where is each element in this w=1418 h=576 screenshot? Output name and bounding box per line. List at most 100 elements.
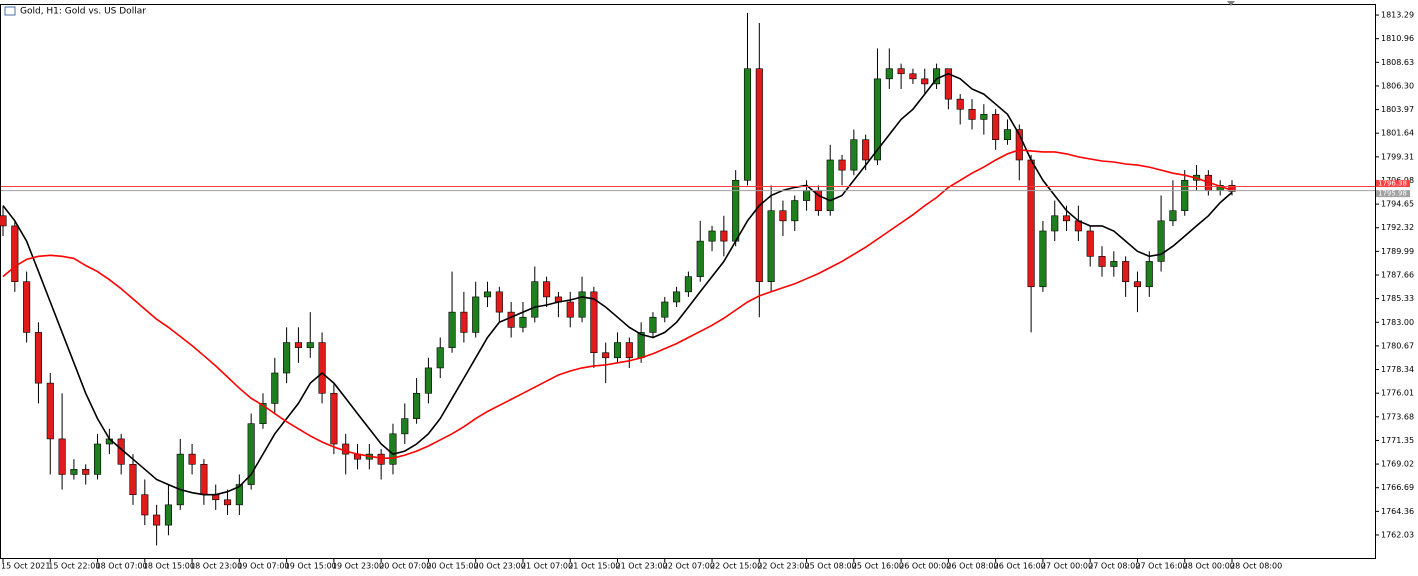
chart-icon bbox=[4, 6, 16, 16]
candle-body bbox=[129, 463, 137, 496]
candle-body bbox=[377, 453, 385, 465]
candle-body bbox=[531, 281, 539, 318]
candle-body bbox=[58, 438, 66, 475]
candle-body bbox=[1110, 261, 1118, 267]
price-tag-label: 1795.98 bbox=[1378, 190, 1407, 198]
candle-body bbox=[34, 332, 43, 384]
candle-body bbox=[188, 453, 196, 465]
candle-body bbox=[93, 443, 102, 475]
candle-body bbox=[673, 291, 681, 303]
candle-body bbox=[46, 382, 54, 440]
candle-body bbox=[424, 367, 432, 394]
candle-body bbox=[1228, 185, 1236, 192]
y-tick-label: 1794.65 bbox=[1381, 200, 1414, 209]
candle-body bbox=[82, 469, 90, 475]
candle-body bbox=[1181, 179, 1189, 212]
candle-body bbox=[696, 240, 704, 277]
candle-body bbox=[649, 316, 657, 333]
candle-body bbox=[483, 291, 492, 298]
x-tick-label: 22 Oct 23:00 bbox=[757, 562, 809, 571]
candle-body bbox=[223, 499, 232, 506]
candle-body bbox=[767, 210, 775, 283]
x-tick-label: 20 Oct 23:00 bbox=[474, 562, 526, 571]
x-tick-label: 27 Oct 08:00 bbox=[1088, 562, 1140, 571]
candle-body bbox=[1051, 215, 1059, 232]
y-tick-label: 1806.30 bbox=[1381, 81, 1414, 90]
candle-body bbox=[436, 347, 444, 369]
candle-body bbox=[1015, 129, 1023, 161]
x-tick-label: 25 Oct 08:00 bbox=[805, 562, 857, 571]
candle-body bbox=[933, 68, 941, 85]
candle-body bbox=[755, 68, 763, 283]
y-tick-label: 1766.69 bbox=[1381, 483, 1414, 492]
candle-body bbox=[602, 352, 610, 359]
candle-body bbox=[495, 291, 503, 313]
candle-body bbox=[956, 98, 964, 110]
candle-body bbox=[1122, 261, 1130, 283]
candle-body bbox=[1063, 215, 1071, 222]
candle-body bbox=[247, 423, 255, 485]
y-tick-label: 1808.63 bbox=[1381, 58, 1414, 67]
x-tick-label: 15 Oct 2021 bbox=[1, 562, 50, 571]
candle-body bbox=[803, 190, 811, 201]
y-tick-label: 1803.97 bbox=[1381, 105, 1414, 114]
x-tick-label: 20 Oct 15:00 bbox=[426, 562, 478, 571]
candle-body bbox=[684, 276, 692, 293]
candle-body bbox=[873, 78, 882, 161]
candle-body bbox=[1027, 159, 1035, 288]
candle-body bbox=[720, 230, 728, 242]
y-tick-label: 1762.03 bbox=[1381, 530, 1414, 539]
candle-body bbox=[826, 159, 834, 212]
candle-body bbox=[968, 108, 976, 120]
candle-body bbox=[838, 159, 846, 171]
candle-body bbox=[342, 443, 350, 455]
candle-body bbox=[661, 301, 669, 318]
x-tick-label: 18 Oct 07:00 bbox=[96, 562, 148, 571]
x-tick-label: 21 Oct 23:00 bbox=[616, 562, 668, 571]
candle-body bbox=[306, 342, 314, 348]
x-tick-label: 22 Oct 15:00 bbox=[710, 562, 762, 571]
candle-body bbox=[625, 342, 633, 359]
candle-body bbox=[543, 281, 551, 298]
y-tick-label: 1771.35 bbox=[1381, 436, 1414, 445]
candle-body bbox=[862, 139, 870, 161]
candle-body bbox=[850, 139, 858, 171]
candle-body bbox=[791, 200, 799, 222]
x-tick-label: 27 Oct 00:00 bbox=[1041, 562, 1093, 571]
candle-body bbox=[401, 418, 409, 435]
price-tag bbox=[1376, 180, 1410, 188]
candle-body bbox=[1039, 230, 1047, 288]
candle-body bbox=[472, 296, 480, 333]
candle-body bbox=[1133, 281, 1142, 288]
candle-body bbox=[1157, 220, 1165, 262]
candle-body bbox=[613, 342, 622, 359]
candle-body bbox=[164, 504, 172, 526]
y-tick-label: 1787.66 bbox=[1381, 271, 1414, 280]
y-tick-label: 1785.33 bbox=[1381, 294, 1414, 303]
x-tick-label: 18 Oct 15:00 bbox=[143, 562, 195, 571]
x-tick-label: 27 Oct 16:00 bbox=[1135, 562, 1187, 571]
candle-body bbox=[578, 291, 586, 318]
y-tick-label: 1813.29 bbox=[1381, 11, 1414, 20]
x-tick-label: 26 Oct 16:00 bbox=[994, 562, 1046, 571]
x-tick-label: 19 Oct 23:00 bbox=[332, 562, 384, 571]
y-tick-label: 1769.02 bbox=[1381, 460, 1414, 469]
y-tick-label: 1780.67 bbox=[1381, 341, 1414, 350]
y-tick-label: 1764.36 bbox=[1381, 507, 1414, 516]
candle-body bbox=[1098, 256, 1106, 267]
candle-body bbox=[1086, 230, 1094, 257]
x-tick-label: 26 Oct 00:00 bbox=[899, 562, 951, 571]
candle-body bbox=[566, 301, 574, 318]
candle-body bbox=[330, 392, 338, 445]
candle-body bbox=[448, 311, 456, 348]
y-tick-label: 1776.01 bbox=[1381, 389, 1414, 398]
candle-body bbox=[921, 78, 929, 85]
candle-body bbox=[0, 215, 7, 227]
candle-body bbox=[259, 403, 267, 425]
candle-body bbox=[176, 453, 184, 506]
x-tick-label: 21 Oct 07:00 bbox=[521, 562, 573, 571]
price-tag-label: 1796.38 bbox=[1378, 180, 1407, 188]
x-tick-label: 26 Oct 08:00 bbox=[946, 562, 998, 571]
candle-body bbox=[413, 392, 421, 419]
